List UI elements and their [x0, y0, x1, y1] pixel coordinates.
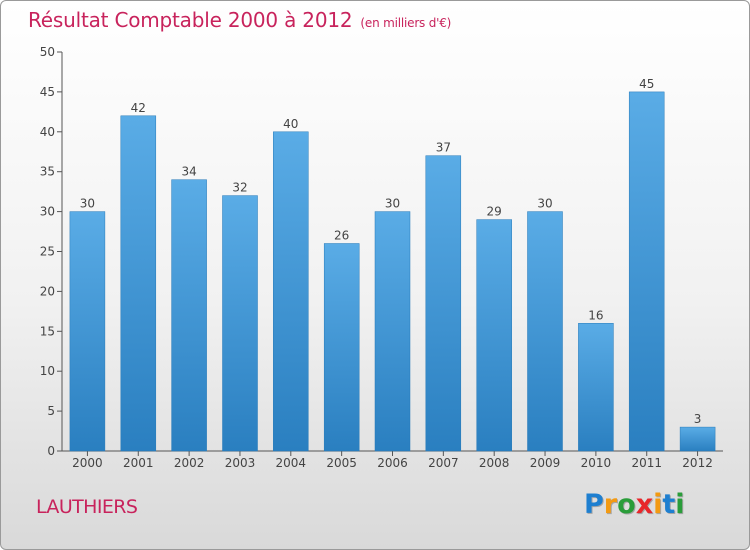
data-label: 16 [588, 308, 603, 322]
bar [222, 195, 258, 452]
y-axis: 0 5 10 15 20 25 30 35 40 45 50 [40, 45, 63, 458]
bar [120, 115, 157, 452]
logo-letter: x [635, 489, 654, 520]
x-tick-label: 2008 [479, 456, 510, 470]
proxiti-logo: Proxiti [584, 489, 685, 520]
data-labels: 30 42 34 32 40 26 30 37 29 30 16 45 3 [80, 77, 702, 426]
data-label: 34 [181, 165, 196, 179]
y-tick-label: 20 [40, 284, 55, 298]
logo-letter: t [662, 489, 676, 520]
logo-letter: P [584, 489, 604, 520]
y-tick-label: 5 [47, 404, 55, 418]
bar [374, 211, 411, 452]
bar [171, 179, 207, 452]
data-label: 42 [131, 101, 146, 115]
chart-title: Résultat Comptable 2000 à 2012 (en millie… [28, 8, 451, 32]
x-tick-label: 2000 [72, 456, 103, 470]
logo-letter: o [617, 489, 636, 520]
commune-name: LAUTHIERS [36, 496, 138, 518]
x-tick-label: 2006 [377, 456, 408, 470]
bar [679, 426, 716, 452]
y-tick-label: 50 [40, 45, 55, 59]
bar [527, 211, 563, 452]
x-axis: 2000 2001 2002 2003 2004 2005 2006 2007 2008 2009… [62, 450, 723, 470]
data-label: 26 [334, 229, 349, 243]
chart-subtitle: (en milliers d'€) [360, 16, 452, 30]
bars [69, 91, 716, 452]
bar [323, 243, 360, 452]
data-label: 32 [232, 181, 247, 195]
y-tick-label: 35 [40, 165, 55, 179]
x-tick-label: 2007 [428, 456, 459, 470]
y-tick-label: 45 [40, 85, 55, 99]
x-tick-label: 2005 [326, 456, 357, 470]
x-tick-label: 2009 [530, 456, 561, 470]
data-label: 29 [487, 205, 502, 219]
x-tick-label: 2001 [123, 456, 154, 470]
chart-title-main: Résultat Comptable 2000 à 2012 [28, 8, 353, 32]
x-tick-label: 2012 [682, 456, 713, 470]
bar [69, 211, 106, 452]
data-label: 37 [436, 141, 451, 155]
bar [628, 91, 665, 452]
x-tick-label: 2011 [631, 456, 662, 470]
data-label: 3 [694, 412, 702, 426]
x-tick-label: 2004 [276, 456, 307, 470]
y-tick-label: 10 [40, 364, 55, 378]
y-tick-label: 15 [40, 324, 55, 338]
logo-letter: i [675, 489, 685, 520]
y-tick-label: 25 [40, 245, 55, 259]
data-label: 30 [385, 197, 400, 211]
x-tick-label: 2010 [581, 456, 612, 470]
bar [578, 323, 614, 452]
data-label: 45 [639, 77, 654, 91]
x-tick-label: 2003 [225, 456, 256, 470]
logo-letter: r [603, 489, 618, 520]
bar [476, 219, 512, 452]
data-label: 40 [283, 117, 298, 131]
logo-letter: i [653, 489, 663, 520]
data-label: 30 [80, 197, 95, 211]
y-tick-label: 0 [47, 444, 55, 458]
x-tick-label: 2002 [174, 456, 205, 470]
y-tick-label: 40 [40, 125, 55, 139]
y-tick-label: 30 [40, 205, 55, 219]
bar [273, 131, 309, 452]
data-label: 30 [537, 197, 552, 211]
bar [425, 155, 462, 452]
